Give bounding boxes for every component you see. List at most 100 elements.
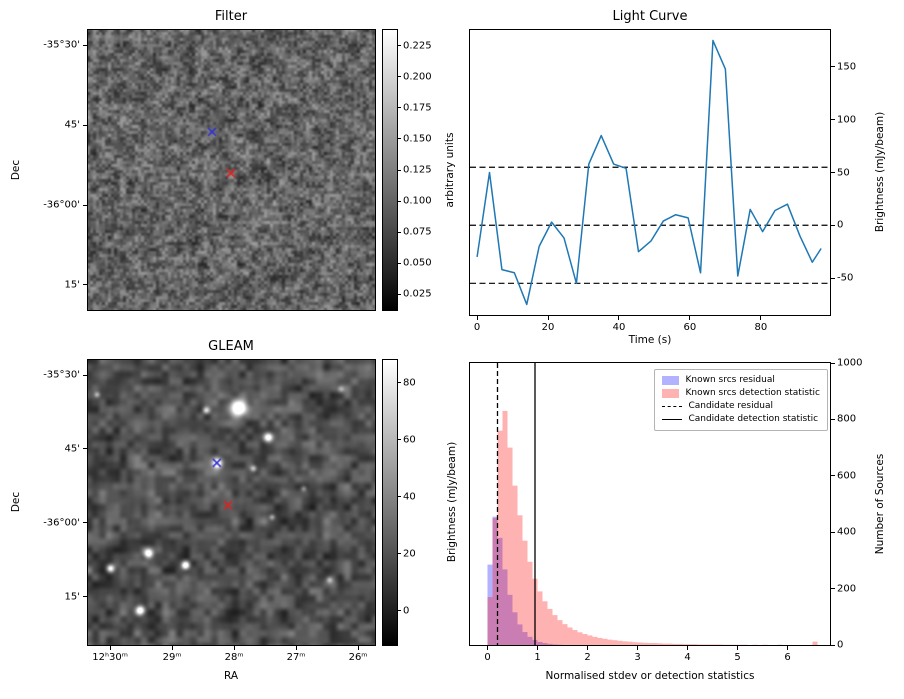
y-tick-mark (398, 138, 401, 140)
legend-entry-candidate-residual: Candidate residual (662, 400, 820, 413)
histogram-ylabel: Number of Sources (874, 453, 886, 555)
x-tick-mark (233, 646, 235, 650)
y-tick-label: 0.125 (403, 164, 432, 176)
legend-label-residual: Known srcs residual (685, 375, 775, 385)
lightcurve-plot-frame (469, 29, 831, 316)
y-tick-mark (831, 119, 835, 121)
filter-colorbar (383, 30, 397, 310)
x-tick-label: 20 (541, 322, 555, 333)
x-tick-label: 0 (484, 652, 491, 663)
x-tick-label: 4 (684, 652, 691, 663)
legend-entry-detection: Known srcs detection statistic (662, 387, 820, 400)
y-tick-mark (831, 277, 835, 279)
lightcurve-plot (470, 30, 830, 315)
y-tick-mark (831, 475, 835, 477)
legend-entry-residual: Known srcs residual (662, 374, 820, 387)
y-tick-label: 45' (64, 119, 80, 131)
y-tick-mark (398, 293, 401, 295)
x-tick-label: 26ᵐ (348, 652, 368, 663)
filter-image (88, 30, 375, 310)
legend-swatch-detection (662, 389, 680, 398)
y-tick-mark (398, 439, 401, 441)
y-tick-mark (831, 418, 835, 420)
gleam-xlabel: RA (223, 670, 239, 682)
y-tick-label: 0.225 (403, 40, 432, 52)
y-tick-label: -35°30' (43, 39, 80, 51)
y-tick-mark (83, 44, 87, 46)
y-tick-label: 60 (403, 434, 416, 446)
x-tick-label: 12ʰ30ᵐ (92, 652, 128, 663)
lightcurve-title: Light Curve (612, 9, 688, 24)
y-tick-mark (83, 374, 87, 376)
y-tick-label: 80 (403, 377, 416, 389)
x-tick-mark (637, 646, 638, 650)
y-tick-mark (398, 76, 401, 78)
y-tick-label: 600 (837, 470, 857, 482)
x-tick-mark (537, 646, 538, 650)
y-tick-label: 150 (837, 61, 857, 73)
histogram-legend: Known srcs residual Known srcs detection… (654, 369, 828, 431)
lightcurve-xlabel: Time (s) (628, 334, 672, 346)
x-tick-mark (689, 316, 691, 320)
gleam-ylabel: Dec (10, 491, 22, 513)
y-tick-label: 40 (403, 491, 416, 503)
y-tick-label: 50 (837, 167, 850, 178)
legend-solid-line-sample (662, 419, 683, 420)
x-tick-mark (476, 316, 478, 320)
y-tick-label: 0.025 (403, 288, 432, 300)
x-tick-label: 27ᵐ (286, 652, 306, 663)
legend-label-candidate-detection: Candidate detection statistic (688, 414, 819, 424)
y-tick-mark (83, 522, 87, 524)
y-tick-mark (831, 531, 835, 533)
x-tick-label: 6 (784, 652, 791, 663)
y-tick-mark (398, 107, 401, 109)
y-tick-label: 200 (837, 583, 857, 595)
x-tick-label: 40 (612, 322, 626, 333)
y-tick-label: 15' (64, 279, 80, 291)
x-tick-label: 5 (734, 652, 741, 663)
x-tick-label: 2 (584, 652, 591, 663)
y-tick-mark (398, 553, 401, 555)
x-tick-mark (357, 646, 359, 650)
y-tick-label: 0.200 (403, 71, 432, 83)
y-tick-label: -35°30' (43, 369, 80, 381)
y-tick-mark (83, 448, 87, 450)
x-tick-mark (687, 646, 688, 650)
legend-dashed-line-sample (662, 406, 683, 407)
y-tick-label: 400 (837, 526, 857, 538)
x-tick-label: 0 (473, 322, 481, 333)
histogram-xlabel: Normalised stdev or detection statistics (545, 670, 755, 682)
x-tick-mark (737, 646, 738, 650)
legend-entry-candidate-detection: Candidate detection statistic (662, 413, 820, 426)
gleam-colorbar-frame (382, 359, 398, 646)
legend-label-candidate-residual: Candidate residual (688, 401, 774, 411)
y-tick-label: 0.150 (403, 133, 432, 145)
y-tick-mark (398, 382, 401, 384)
x-tick-mark (547, 316, 549, 320)
y-tick-label: 0.050 (403, 257, 432, 269)
x-tick-label: 28ᵐ (224, 652, 244, 663)
y-tick-mark (831, 66, 835, 68)
x-tick-label: 3 (634, 652, 641, 663)
y-tick-label: 20 (403, 548, 416, 560)
y-tick-label: 0 (837, 219, 844, 231)
y-tick-label: 800 (837, 413, 857, 425)
gleam-image (88, 360, 375, 645)
x-tick-mark (109, 646, 111, 650)
y-tick-label: 15' (64, 591, 80, 603)
x-tick-mark (295, 646, 297, 650)
filter-ylabel: Dec (10, 159, 22, 181)
x-tick-mark (787, 646, 788, 650)
y-tick-mark (398, 45, 401, 47)
y-tick-label: 100 (837, 114, 857, 126)
x-tick-label: 80 (754, 322, 768, 333)
y-tick-mark (83, 124, 87, 126)
y-tick-mark (831, 362, 835, 364)
legend-swatch-residual (662, 376, 680, 385)
y-tick-label: 0.100 (403, 195, 432, 207)
y-tick-label: 0.175 (403, 102, 432, 114)
x-tick-mark (760, 316, 762, 320)
x-tick-label: 1 (534, 652, 541, 663)
y-tick-label: 0.075 (403, 226, 432, 238)
y-tick-mark (83, 596, 87, 598)
